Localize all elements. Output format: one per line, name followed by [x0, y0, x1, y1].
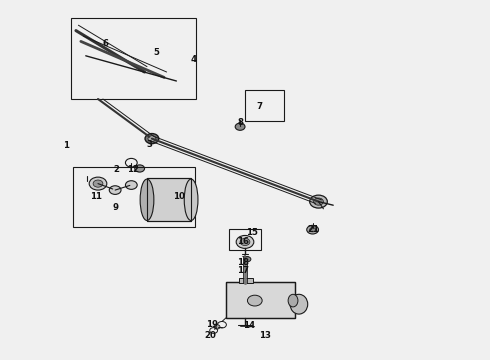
- Bar: [73, 167, 195, 227]
- Text: 15: 15: [246, 228, 258, 237]
- Ellipse shape: [288, 294, 298, 307]
- Circle shape: [109, 186, 121, 194]
- Circle shape: [240, 238, 250, 246]
- Text: 2: 2: [114, 165, 120, 174]
- Ellipse shape: [290, 294, 308, 314]
- Text: 18: 18: [237, 258, 249, 266]
- Text: 14: 14: [243, 321, 255, 330]
- Text: 19: 19: [206, 320, 218, 329]
- Circle shape: [314, 198, 323, 205]
- Text: 21: 21: [308, 225, 319, 234]
- Text: 12: 12: [127, 165, 139, 174]
- Bar: [226, 282, 295, 318]
- Text: 1: 1: [63, 141, 69, 150]
- Text: 17: 17: [237, 266, 249, 275]
- Text: 8: 8: [237, 118, 243, 127]
- Circle shape: [247, 295, 262, 306]
- Text: 7: 7: [257, 102, 263, 111]
- Ellipse shape: [184, 179, 198, 220]
- Text: 5: 5: [154, 48, 160, 57]
- Text: 4: 4: [191, 55, 196, 64]
- Bar: [147, 178, 191, 221]
- Text: 11: 11: [90, 192, 101, 201]
- Text: 16: 16: [237, 238, 249, 247]
- Circle shape: [236, 235, 254, 248]
- Circle shape: [235, 123, 245, 130]
- Circle shape: [307, 225, 318, 234]
- Text: 6: 6: [102, 39, 108, 48]
- Bar: [239, 278, 253, 283]
- Circle shape: [125, 181, 137, 189]
- Bar: [245, 90, 284, 121]
- Text: 13: 13: [259, 331, 270, 340]
- Text: 10: 10: [173, 192, 185, 201]
- Circle shape: [145, 134, 159, 144]
- Bar: [229, 229, 261, 250]
- Bar: [147, 178, 191, 221]
- Circle shape: [310, 195, 327, 208]
- Circle shape: [148, 136, 156, 141]
- Text: 20: 20: [205, 331, 217, 340]
- Ellipse shape: [140, 179, 154, 220]
- Circle shape: [93, 180, 103, 187]
- Circle shape: [244, 257, 251, 262]
- Bar: [71, 18, 196, 99]
- Circle shape: [135, 165, 145, 172]
- Text: 9: 9: [112, 202, 118, 212]
- Circle shape: [310, 228, 316, 232]
- Bar: [226, 282, 295, 318]
- Circle shape: [214, 325, 220, 329]
- Text: 3: 3: [147, 140, 152, 149]
- Circle shape: [89, 177, 107, 190]
